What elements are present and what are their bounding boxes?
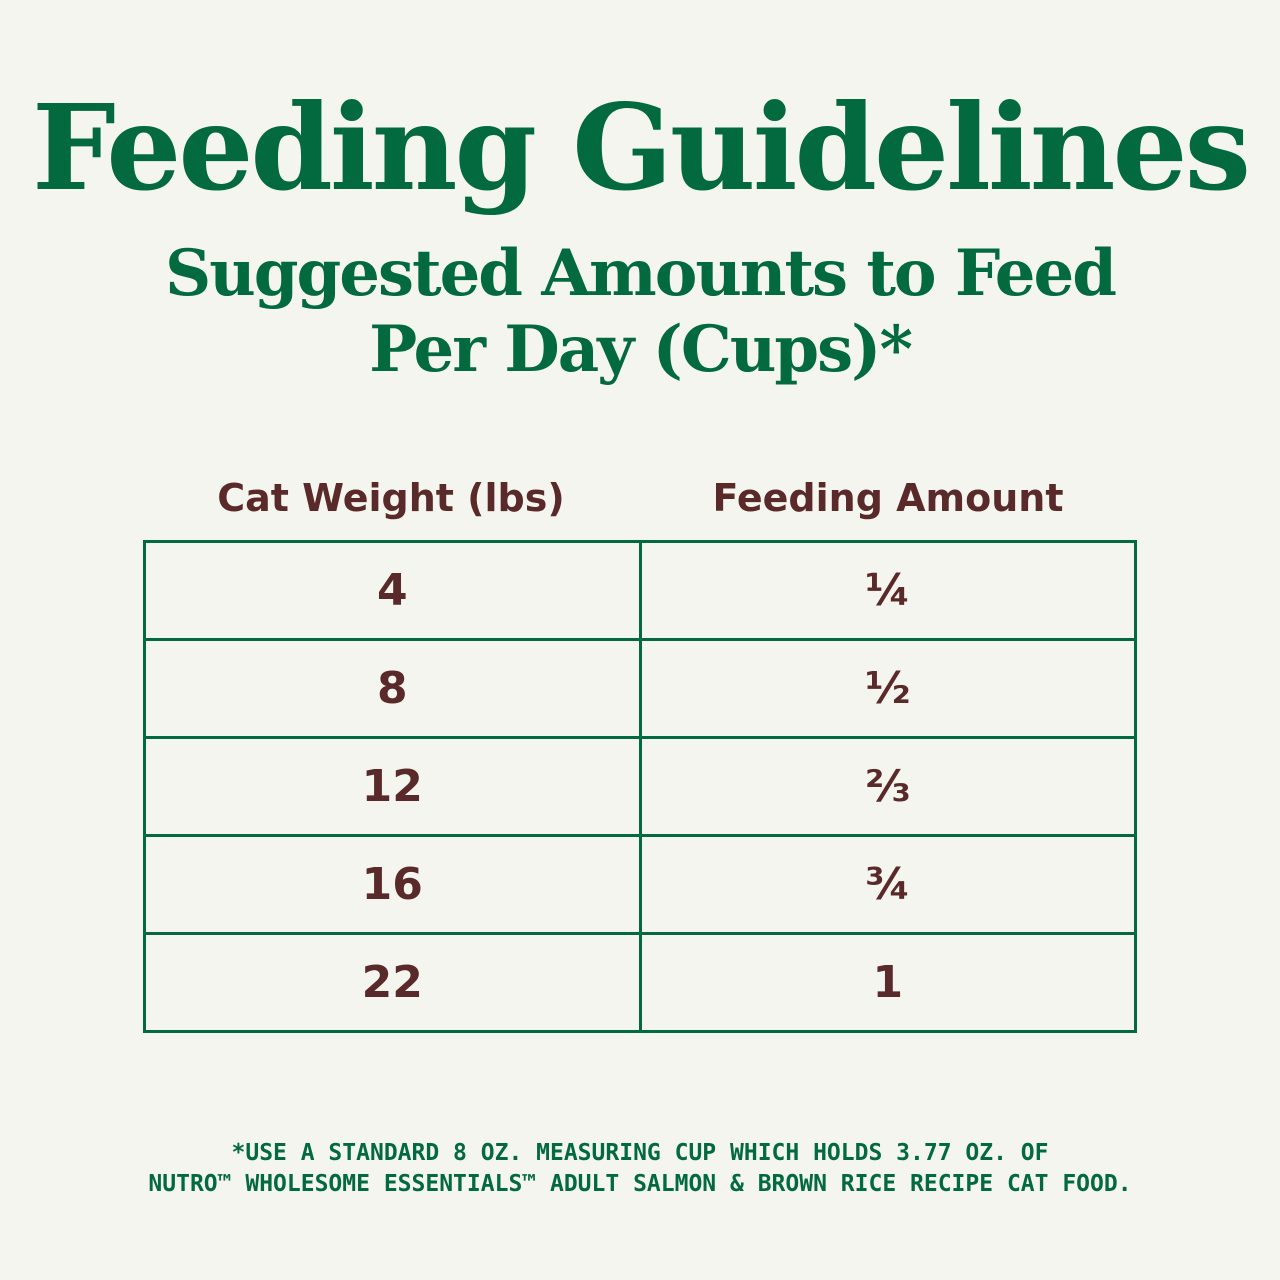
table-cell: ½ bbox=[638, 638, 1137, 739]
table-cell: ¼ bbox=[638, 540, 1137, 641]
subtitle: Per Day (Cups)* bbox=[369, 312, 913, 387]
table-row: 16 ¾ bbox=[143, 834, 1137, 935]
table-cell: 4 bbox=[143, 540, 642, 641]
table-cell: 8 bbox=[143, 638, 642, 739]
feeding-table: 4 ¼ 8 ½ 12 ⅔ 16 ¾ 22 1 bbox=[143, 540, 1137, 1033]
table-cell: 16 bbox=[143, 834, 642, 935]
table-cell: 22 bbox=[143, 932, 642, 1033]
column-header: Cat Weight (lbs) bbox=[217, 476, 565, 520]
table-cell: ¾ bbox=[638, 834, 1137, 935]
table-cell: 12 bbox=[143, 736, 642, 837]
column-header: Feeding Amount bbox=[712, 476, 1064, 520]
subtitle: Suggested Amounts to Feed bbox=[165, 236, 1117, 311]
table-cell: ⅔ bbox=[638, 736, 1137, 837]
table-row: 12 ⅔ bbox=[143, 736, 1137, 837]
table-row: 22 1 bbox=[143, 932, 1137, 1033]
title: Feeding Guidelines bbox=[31, 78, 1251, 217]
footnote: *USE A STANDARD 8 OZ. MEASURING CUP WHIC… bbox=[231, 1140, 1049, 1166]
footnote: NUTRO™ WHOLESOME ESSENTIALS™ ADULT SALMO… bbox=[148, 1171, 1132, 1197]
table-cell: 1 bbox=[638, 932, 1137, 1033]
